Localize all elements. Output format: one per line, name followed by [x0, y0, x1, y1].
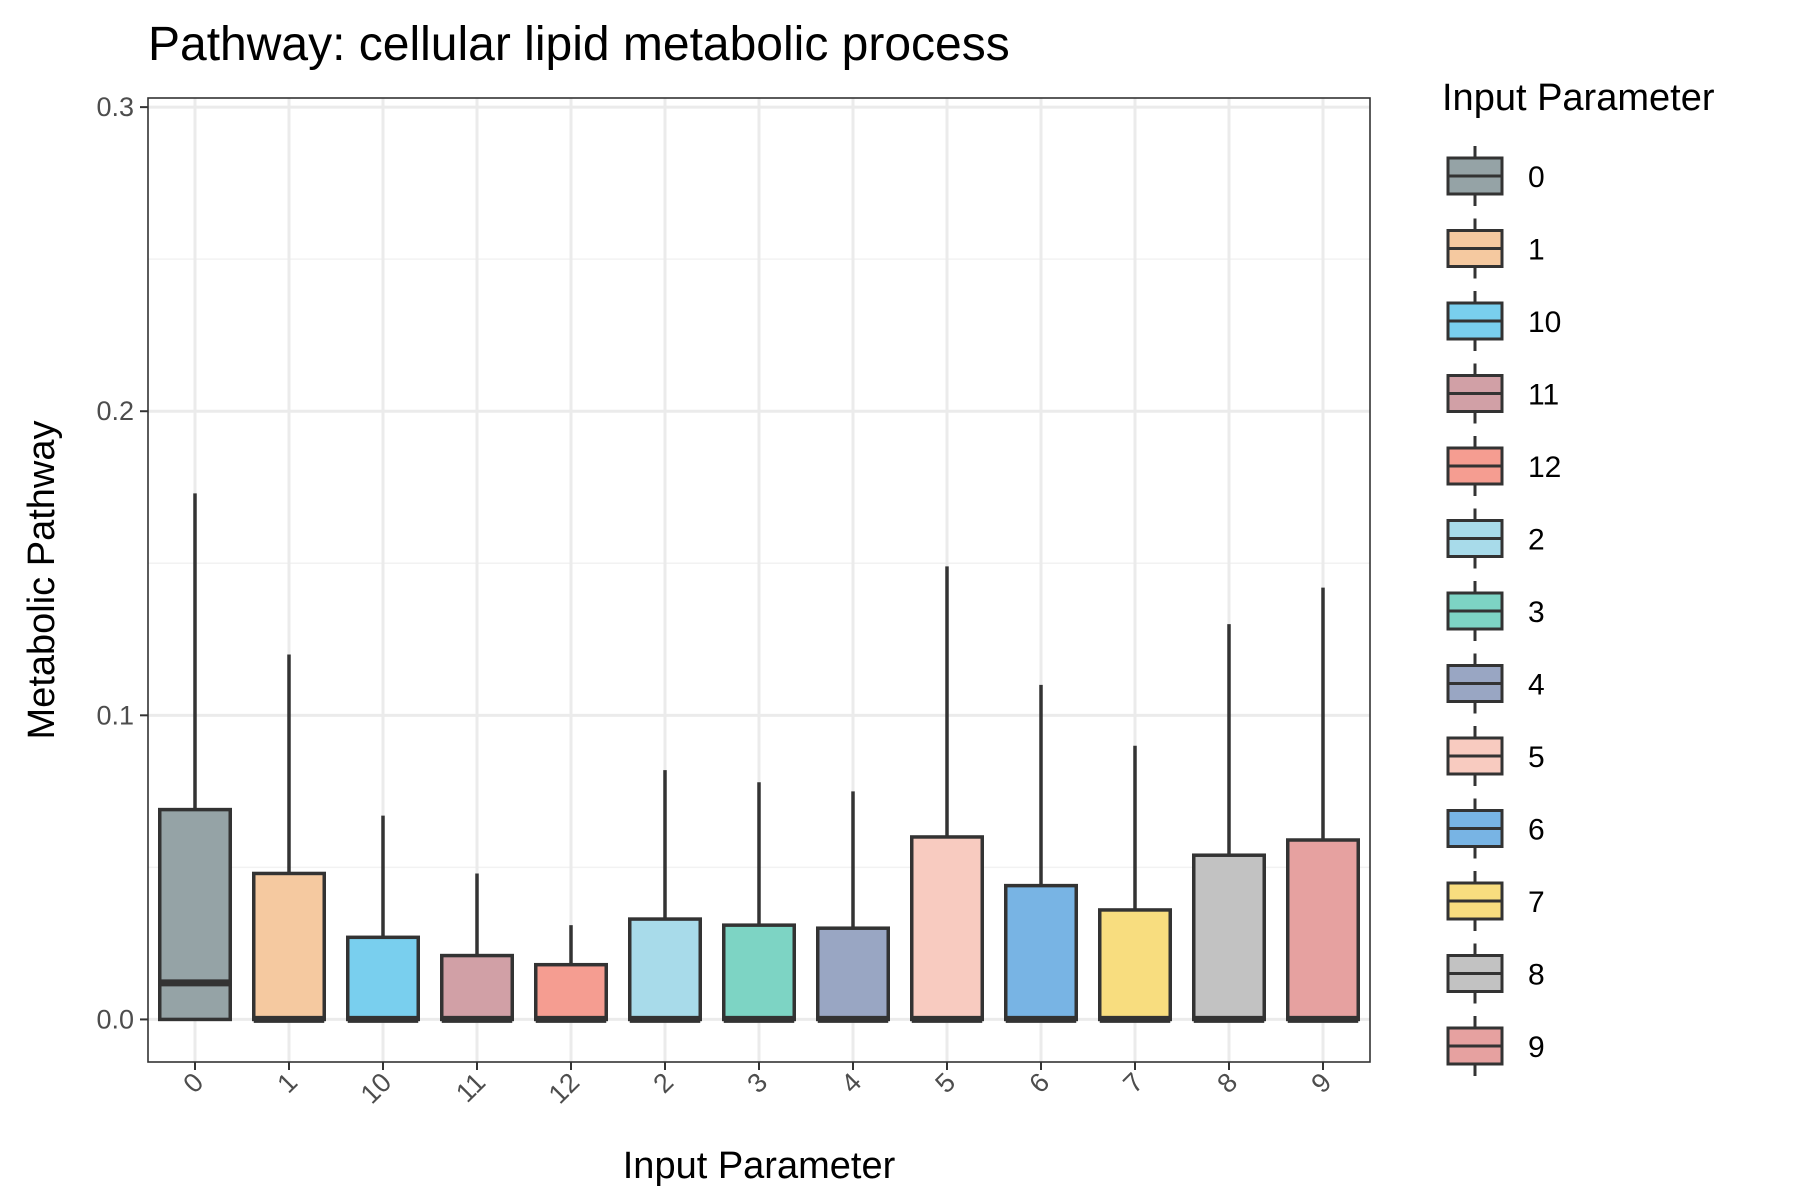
box-9	[1286, 587, 1360, 1023]
box-body	[1286, 838, 1360, 1022]
legend-label: 3	[1528, 596, 1545, 629]
box-11	[440, 873, 514, 1023]
x-tick-label: 12	[543, 1067, 585, 1109]
legend-item-12: 12	[1446, 436, 1561, 496]
box-7	[1098, 745, 1172, 1023]
y-tick-label: 0.3	[96, 92, 134, 122]
x-tick-label: 6	[1023, 1067, 1055, 1099]
x-tick-label: 2	[647, 1067, 679, 1099]
box-4	[816, 791, 890, 1023]
x-tick-label: 11	[450, 1067, 491, 1108]
box-12	[534, 925, 608, 1023]
box-body	[628, 917, 702, 1022]
chart-title: Pathway: cellular lipid metabolic proces…	[148, 18, 1010, 71]
box-0	[158, 493, 232, 1022]
legend-label: 4	[1528, 669, 1545, 702]
box-body	[1192, 853, 1266, 1022]
box-body	[1098, 908, 1172, 1022]
box-1	[252, 654, 326, 1023]
legend-label: 2	[1528, 524, 1545, 557]
legend-item-5: 5	[1446, 726, 1545, 786]
legend-item-7: 7	[1446, 871, 1545, 931]
x-tick-label: 1	[271, 1067, 303, 1099]
box-body	[440, 953, 514, 1022]
box-body	[158, 807, 232, 1022]
box-body	[252, 871, 326, 1022]
legend-label: 7	[1528, 886, 1545, 919]
legend-label: 9	[1528, 1031, 1545, 1064]
legend-item-9: 9	[1446, 1016, 1545, 1076]
x-tick-label: 10	[355, 1067, 397, 1109]
legend-item-1: 1	[1446, 218, 1545, 279]
x-tick-label: 0	[177, 1067, 209, 1099]
legend-label: 1	[1528, 234, 1545, 267]
legend-label: 12	[1528, 451, 1561, 484]
box-body	[910, 835, 984, 1022]
legend-title: Input Parameter	[1442, 77, 1715, 119]
y-axis: 0.0 0.1 0.2 0.3	[96, 92, 148, 1034]
legend-label: 10	[1528, 306, 1561, 339]
box-2	[628, 770, 702, 1023]
legend-label: 11	[1528, 379, 1559, 412]
box-10	[346, 815, 420, 1023]
legend-item-11: 11	[1446, 363, 1559, 424]
box-body	[816, 926, 890, 1022]
x-axis-title: Input Parameter	[623, 1145, 896, 1187]
y-tick-label: 0.2	[96, 396, 134, 426]
legend-label: 6	[1528, 814, 1545, 847]
box-5	[910, 566, 984, 1023]
legend: Input Parameter 0 1 10 11 12 2 3 4 5 6 7 8 9	[1442, 77, 1715, 1076]
x-tick-label: 9	[1305, 1067, 1337, 1099]
box-series	[158, 493, 1360, 1023]
legend-item-6: 6	[1446, 798, 1545, 859]
legend-item-3: 3	[1446, 581, 1545, 641]
legend-label: 5	[1528, 741, 1545, 774]
legend-items: 0 1 10 11 12 2 3 4 5 6 7 8 9	[1446, 146, 1561, 1076]
y-tick-label: 0.0	[96, 1004, 134, 1034]
y-tick-label: 0.1	[96, 700, 134, 730]
box-8	[1192, 624, 1266, 1023]
x-tick-label: 5	[929, 1067, 961, 1099]
y-axis-title: Metabolic Pathway	[21, 421, 63, 740]
box-body	[346, 935, 420, 1022]
x-tick-label: 7	[1117, 1067, 1149, 1099]
box-body	[722, 923, 796, 1022]
legend-item-10: 10	[1446, 291, 1561, 351]
x-tick-label: 3	[741, 1067, 773, 1099]
legend-label: 0	[1528, 161, 1545, 194]
legend-label: 8	[1528, 959, 1545, 992]
box-3	[722, 782, 796, 1023]
x-tick-label: 8	[1211, 1067, 1243, 1099]
legend-item-0: 0	[1446, 146, 1545, 206]
legend-item-8: 8	[1446, 943, 1545, 1004]
legend-item-2: 2	[1446, 508, 1545, 569]
x-tick-label: 4	[835, 1067, 867, 1099]
legend-item-4: 4	[1446, 653, 1545, 714]
x-axis: 0 1 10 11 12 2 3 4 5 6 7 8 9	[177, 1062, 1337, 1109]
box-body	[534, 962, 608, 1022]
box-6	[1004, 684, 1078, 1023]
box-body	[1004, 883, 1078, 1022]
